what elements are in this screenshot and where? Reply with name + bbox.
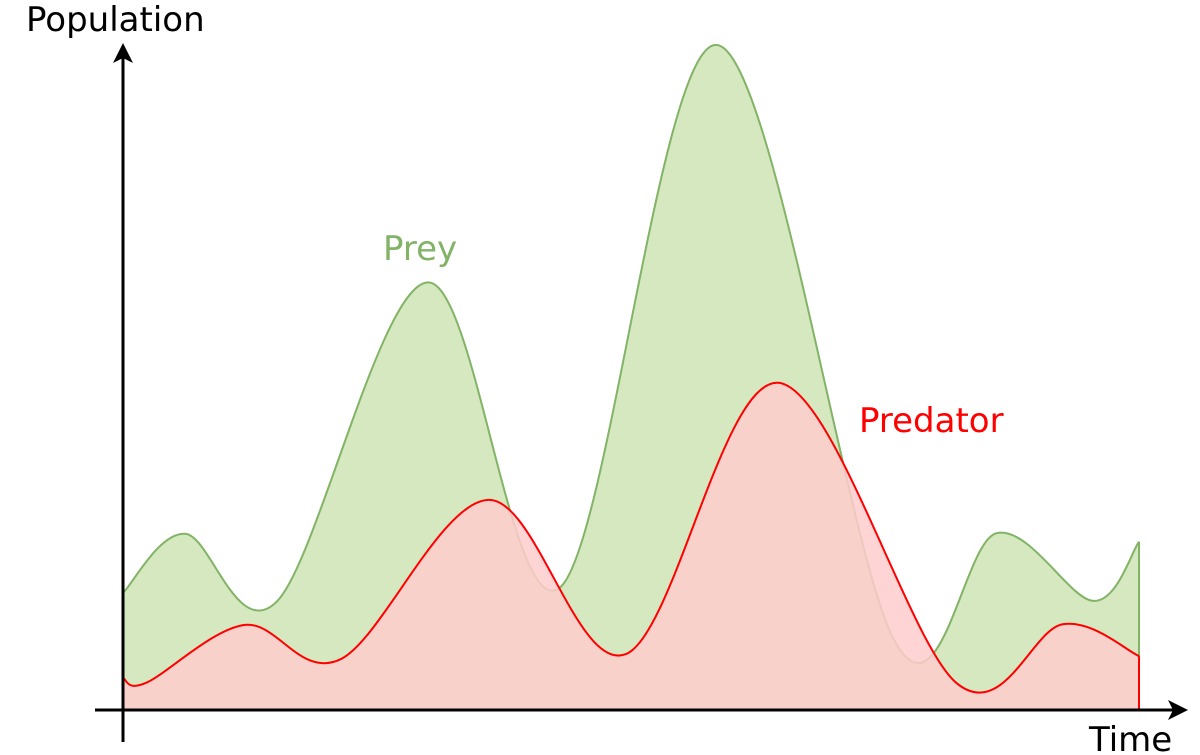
- predator-line: [122, 381, 1140, 694]
- x-axis-label: Time: [1088, 720, 1172, 755]
- y-axis-label: Population: [26, 0, 205, 40]
- prey-area: [123, 44, 1139, 710]
- prey-series-label: Prey: [383, 229, 457, 269]
- predator-area: [123, 382, 1139, 710]
- series-areas: [122, 43, 1140, 710]
- prey-line: [122, 43, 1140, 664]
- predator-series-label: Predator: [859, 401, 1004, 441]
